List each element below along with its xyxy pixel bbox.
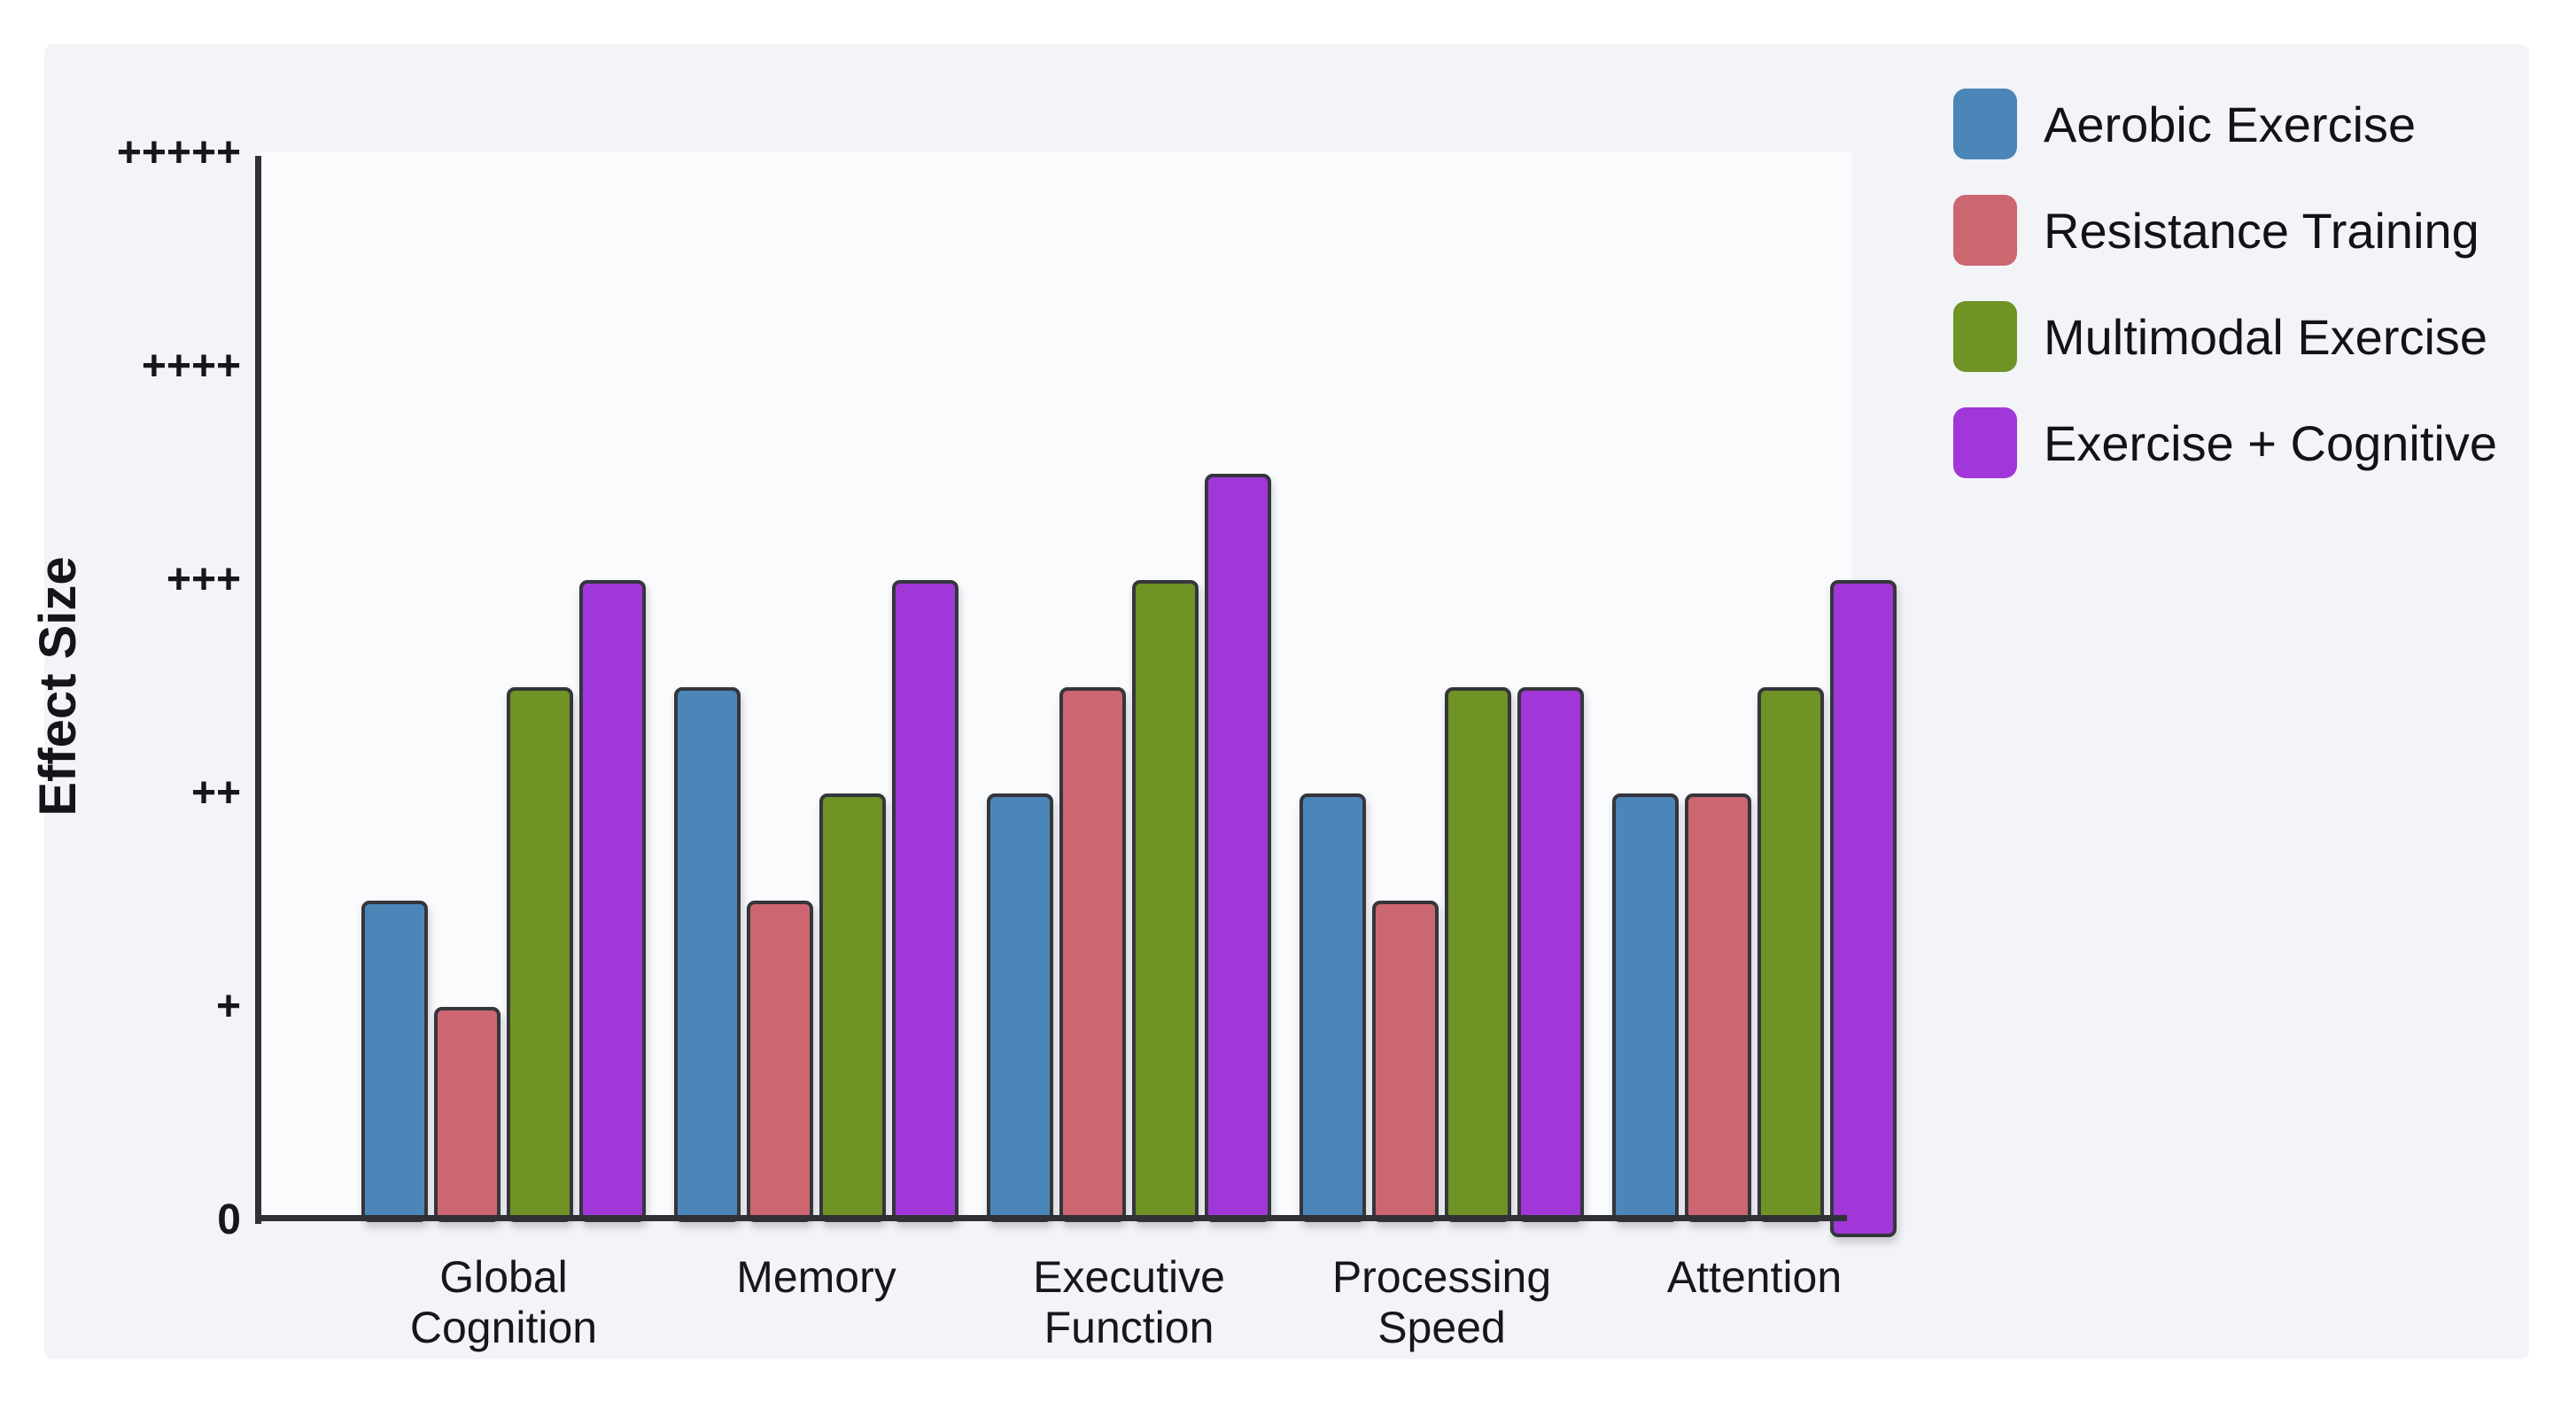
legend-swatch-icon <box>1953 195 2017 266</box>
legend-item: Exercise + Cognitive <box>1953 407 2497 478</box>
bar-global-cognition-multimodal-exercise <box>507 686 573 1222</box>
bar-attention-exercise-cognitive <box>1830 580 1897 1237</box>
y-tick-label: +++ <box>166 556 241 603</box>
bar-processing-speed-multimodal-exercise <box>1445 686 1511 1222</box>
bar-global-cognition-resistance-training <box>434 1007 500 1222</box>
bar-processing-speed-resistance-training <box>1372 900 1439 1222</box>
bar-attention-multimodal-exercise <box>1757 686 1824 1222</box>
legend-swatch-icon <box>1953 89 2017 159</box>
x-category-label: Attention <box>1666 1252 1843 1302</box>
legend-item: Resistance Training <box>1953 195 2497 266</box>
bar-processing-speed-aerobic-exercise <box>1300 793 1366 1222</box>
y-tick-label: +++++ <box>116 129 241 176</box>
bar-attention-aerobic-exercise <box>1612 793 1679 1222</box>
legend: Aerobic Exercise Resistance Training Multi… <box>1953 89 2497 514</box>
x-axis-line <box>255 1215 1847 1221</box>
bar-processing-speed-exercise-cognitive <box>1517 686 1584 1222</box>
bar-global-cognition-aerobic-exercise <box>361 900 428 1222</box>
y-axis-title: Effect Size <box>29 556 87 817</box>
x-category-label: Global Cognition <box>409 1252 598 1352</box>
legend-label: Exercise + Cognitive <box>2044 414 2498 471</box>
legend-swatch-icon <box>1953 407 2017 478</box>
bar-memory-aerobic-exercise <box>674 686 741 1222</box>
legend-item: Aerobic Exercise <box>1953 89 2497 159</box>
bar-executive-function-resistance-training <box>1059 686 1126 1222</box>
legend-label: Multimodal Exercise <box>2044 308 2488 365</box>
bar-global-cognition-exercise-cognitive <box>579 580 646 1222</box>
x-category-label: Executive Function <box>1033 1252 1225 1352</box>
legend-label: Resistance Training <box>2044 202 2479 259</box>
bar-executive-function-exercise-cognitive <box>1205 473 1271 1222</box>
y-tick-label: ++ <box>190 770 241 817</box>
legend-label: Aerobic Exercise <box>2044 96 2417 152</box>
legend-swatch-icon <box>1953 301 2017 372</box>
bar-memory-exercise-cognitive <box>892 580 958 1222</box>
y-tick-label: + <box>215 983 241 1030</box>
y-tick-label: 0 <box>217 1196 241 1243</box>
x-category-label: Processing Speed <box>1331 1252 1552 1352</box>
x-category-label: Memory <box>736 1252 896 1302</box>
bar-executive-function-multimodal-exercise <box>1132 580 1199 1222</box>
bar-memory-resistance-training <box>747 900 813 1222</box>
legend-item: Multimodal Exercise <box>1953 301 2497 372</box>
bar-attention-resistance-training <box>1685 793 1751 1222</box>
bar-executive-function-aerobic-exercise <box>987 793 1053 1222</box>
y-tick-label: ++++ <box>141 343 241 390</box>
bar-memory-multimodal-exercise <box>819 793 886 1222</box>
y-axis-line <box>255 156 261 1224</box>
